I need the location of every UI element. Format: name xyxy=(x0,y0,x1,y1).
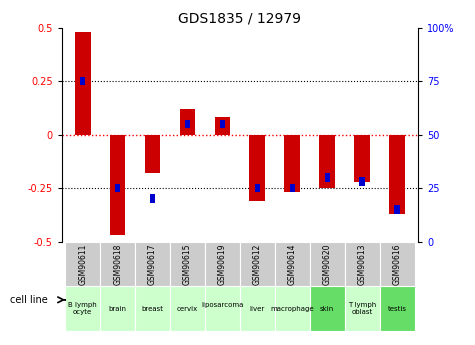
Bar xyxy=(150,195,155,203)
Text: cervix: cervix xyxy=(177,306,198,312)
Text: GSM90616: GSM90616 xyxy=(392,243,401,285)
Bar xyxy=(319,135,335,188)
Text: GSM90615: GSM90615 xyxy=(183,243,192,285)
Text: macrophage: macrophage xyxy=(270,306,314,312)
Text: liver: liver xyxy=(250,306,265,312)
Bar xyxy=(170,241,205,286)
Bar xyxy=(65,241,100,286)
Text: GSM90613: GSM90613 xyxy=(358,243,367,285)
Bar xyxy=(80,77,86,85)
Bar xyxy=(205,241,240,286)
Text: breast: breast xyxy=(142,306,163,312)
Text: brain: brain xyxy=(109,306,127,312)
Bar xyxy=(75,32,91,135)
Bar xyxy=(240,241,275,286)
Bar xyxy=(255,184,260,192)
Text: GSM90614: GSM90614 xyxy=(288,243,297,285)
Text: GSM90612: GSM90612 xyxy=(253,243,262,285)
Bar xyxy=(135,286,170,331)
Bar xyxy=(275,286,310,331)
Bar xyxy=(110,135,125,235)
Text: testis: testis xyxy=(388,306,407,312)
Bar xyxy=(185,120,190,128)
Bar xyxy=(145,135,161,173)
Text: skin: skin xyxy=(320,306,334,312)
Bar xyxy=(345,241,380,286)
Text: B lymph
ocyte: B lymph ocyte xyxy=(68,302,97,315)
Bar xyxy=(345,286,380,331)
Bar xyxy=(135,241,170,286)
Text: liposarcoma: liposarcoma xyxy=(201,302,244,315)
Bar xyxy=(389,135,405,214)
Bar xyxy=(115,184,120,192)
Text: cell line: cell line xyxy=(10,295,47,305)
Text: GSM90620: GSM90620 xyxy=(323,243,332,285)
Bar xyxy=(354,135,370,181)
Bar xyxy=(65,286,100,331)
Bar xyxy=(275,241,310,286)
Bar xyxy=(310,241,345,286)
Bar xyxy=(380,286,415,331)
Bar xyxy=(324,173,330,181)
Bar xyxy=(100,241,135,286)
Bar xyxy=(380,241,415,286)
Bar xyxy=(205,286,240,331)
Bar xyxy=(285,135,300,192)
Bar xyxy=(249,135,265,201)
Bar xyxy=(394,205,399,214)
Text: T lymph
oblast: T lymph oblast xyxy=(348,302,376,315)
Title: GDS1835 / 12979: GDS1835 / 12979 xyxy=(179,11,301,25)
Bar xyxy=(170,286,205,331)
Bar xyxy=(215,117,230,135)
Bar xyxy=(360,177,365,186)
Bar xyxy=(290,184,295,192)
Text: GSM90611: GSM90611 xyxy=(78,243,87,285)
Text: GSM90618: GSM90618 xyxy=(113,243,122,285)
Bar xyxy=(220,120,225,128)
Bar xyxy=(240,286,275,331)
Bar xyxy=(180,109,195,135)
Text: GSM90619: GSM90619 xyxy=(218,243,227,285)
Bar xyxy=(310,286,345,331)
Bar xyxy=(100,286,135,331)
Text: GSM90617: GSM90617 xyxy=(148,243,157,285)
